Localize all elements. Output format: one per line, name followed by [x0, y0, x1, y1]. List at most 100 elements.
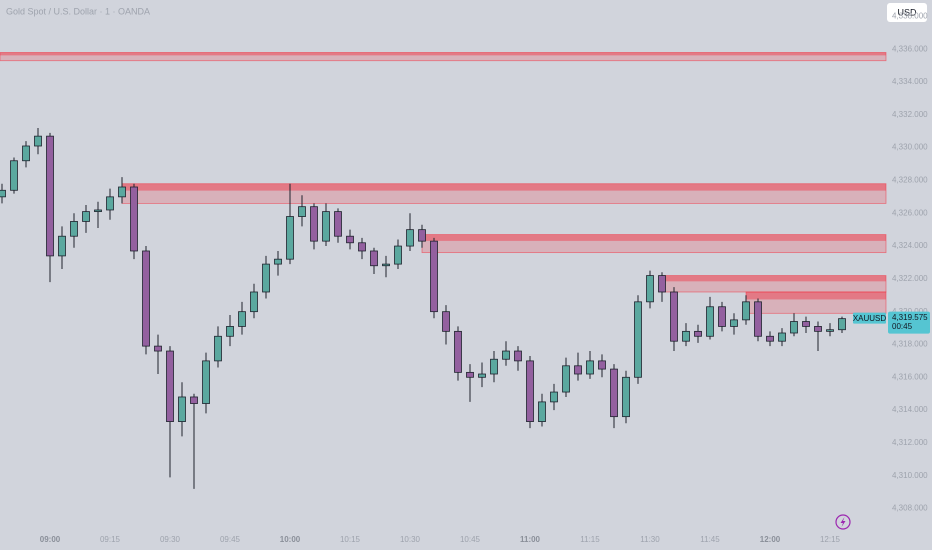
- candle-body: [334, 211, 342, 237]
- candle-body: [154, 345, 162, 352]
- symbol-tag: [853, 312, 886, 324]
- x-tick-label: 09:45: [220, 535, 241, 544]
- last-price-label: 4,319.575: [892, 313, 928, 322]
- y-tick-label: 4,336.000: [892, 44, 928, 53]
- candle-body: [178, 396, 186, 422]
- y-tick-label: 4,316.000: [892, 372, 928, 381]
- countdown-label: 00:45: [892, 322, 913, 331]
- y-tick-label: 4,332.000: [892, 110, 928, 119]
- y-tick-label: 4,312.000: [892, 438, 928, 447]
- candle-body: [550, 391, 558, 403]
- x-tick-label: 11:45: [700, 535, 720, 544]
- candle-body: [322, 211, 330, 242]
- candle-body: [142, 250, 150, 347]
- icon-ring[interactable]: [835, 514, 851, 530]
- candle-body: [358, 242, 366, 252]
- candle-body: [838, 318, 846, 331]
- candle-body: [370, 250, 378, 267]
- candle-body: [634, 301, 642, 378]
- y-tick-label: 4,314.000: [892, 405, 928, 414]
- y-tick-label: 4,310.000: [892, 471, 928, 480]
- candle-body: [826, 329, 834, 332]
- candle-body: [598, 360, 606, 370]
- candle-body: [250, 291, 258, 313]
- x-tick-label: 11:00: [520, 535, 541, 544]
- candle-body: [814, 326, 822, 332]
- candle-body: [718, 306, 726, 327]
- candle-body: [646, 275, 654, 303]
- candle-body: [490, 358, 498, 375]
- price-tag: [888, 311, 930, 334]
- candle-body: [10, 160, 18, 191]
- zone-band: [0, 52, 886, 56]
- y-tick-label: 4,330.000: [892, 143, 928, 152]
- candle-body: [0, 189, 6, 198]
- candle-body: [658, 275, 666, 293]
- y-tick-label: 4,334.000: [892, 77, 928, 86]
- candle-body: [262, 263, 270, 293]
- candle-body: [118, 186, 126, 198]
- candle-body: [130, 186, 138, 252]
- candle-body: [706, 306, 714, 337]
- icon-bolt[interactable]: [840, 517, 846, 527]
- candle-body: [94, 209, 102, 213]
- candle-body: [730, 319, 738, 327]
- candle-body: [670, 291, 678, 342]
- candle-body: [502, 350, 510, 360]
- symbol-label: XAUUSD: [853, 314, 887, 323]
- zone-band: [122, 183, 886, 191]
- candle-body: [274, 258, 282, 265]
- candle-body: [226, 326, 234, 337]
- candle-body: [514, 350, 522, 362]
- candle-body: [394, 245, 402, 265]
- y-tick-label: 4,318.000: [892, 340, 928, 349]
- y-tick-label: 4,320.000: [892, 307, 928, 316]
- candle-body: [430, 240, 438, 313]
- candle-body: [346, 235, 354, 244]
- y-tick-label: 4,324.000: [892, 241, 928, 250]
- x-tick-label: 11:30: [640, 535, 660, 544]
- candle-body: [190, 396, 198, 404]
- y-tick-label: 4,308.000: [892, 504, 928, 513]
- candle-body: [586, 360, 594, 375]
- candle-body: [310, 206, 318, 242]
- button-bg[interactable]: [887, 3, 927, 22]
- candle-body: [166, 350, 174, 422]
- candle-body: [682, 330, 690, 342]
- candle-body: [70, 221, 78, 237]
- candle-body: [106, 196, 114, 211]
- candle-body: [622, 376, 630, 418]
- candle-body: [202, 360, 210, 404]
- candle-body: [442, 311, 450, 332]
- chart-title: Gold Spot / U.S. Dollar · 1 · OANDA: [6, 6, 150, 16]
- candle-body: [418, 229, 426, 242]
- candle-body: [778, 332, 786, 342]
- candle-body: [754, 301, 762, 337]
- x-tick-label: 10:30: [400, 535, 421, 544]
- candle-body: [742, 301, 750, 321]
- candle-body: [214, 335, 222, 362]
- currency-button[interactable]: USD: [887, 3, 927, 22]
- candle-body: [478, 373, 486, 378]
- candle-body: [58, 235, 66, 257]
- candle-body: [298, 206, 306, 217]
- x-tick-label: 09:30: [160, 535, 181, 544]
- y-tick-label: 4,326.000: [892, 208, 928, 217]
- candle-body: [694, 330, 702, 337]
- candle-body: [82, 211, 90, 222]
- candle-body: [802, 321, 810, 327]
- candle-body: [286, 216, 294, 260]
- button-label[interactable]: USD: [897, 7, 917, 17]
- candle-body: [22, 145, 30, 162]
- x-tick-label: 11:15: [580, 535, 600, 544]
- y-tick-label: 4,322.000: [892, 274, 928, 283]
- candle-body: [46, 135, 54, 257]
- x-tick-label: 09:15: [100, 535, 121, 544]
- candle-body: [790, 321, 798, 334]
- x-tick-label: 09:00: [40, 535, 61, 544]
- replay-icon[interactable]: [835, 514, 851, 530]
- x-tick-label: 10:00: [280, 535, 301, 544]
